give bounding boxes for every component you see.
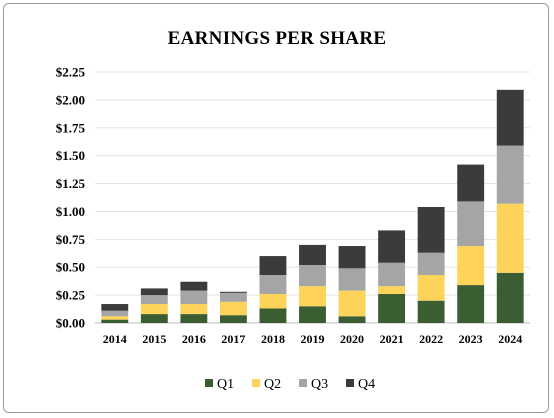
bar-q4-2018 bbox=[259, 256, 287, 276]
bar-q1-2016 bbox=[180, 314, 208, 323]
y-tick-label: $1.25 bbox=[56, 176, 86, 191]
bar-q4-2016 bbox=[180, 281, 208, 291]
bar-q4-2020 bbox=[338, 246, 366, 269]
y-tick-label: $1.50 bbox=[56, 148, 85, 163]
bar-q1-2018 bbox=[259, 308, 287, 323]
legend-swatch-q2 bbox=[252, 379, 260, 387]
bar-q3-2017 bbox=[219, 292, 247, 302]
bar-q2-2019 bbox=[299, 286, 326, 307]
x-tick-label: 2015 bbox=[142, 332, 166, 346]
bar-q1-2021 bbox=[378, 293, 406, 323]
bar-q2-2015 bbox=[140, 304, 168, 315]
legend-label-q2: Q2 bbox=[264, 377, 281, 392]
y-tick-label: $1.75 bbox=[56, 120, 86, 135]
y-tick-label: $0.00 bbox=[56, 316, 85, 331]
bar-q3-2019 bbox=[299, 264, 326, 287]
y-tick-label: $0.75 bbox=[56, 232, 86, 247]
bar-q3-2021 bbox=[378, 262, 406, 287]
x-tick-label: 2014 bbox=[103, 332, 127, 346]
x-tick-label: 2017 bbox=[221, 332, 245, 346]
bar-q3-2023 bbox=[457, 201, 485, 247]
bar-q3-2024 bbox=[496, 145, 524, 204]
bar-q3-2015 bbox=[140, 295, 168, 305]
bar-q2-2024 bbox=[496, 203, 524, 273]
y-tick-labels: $0.00 $0.25 $0.50 $0.75 $1.00 $1.25 $1.50 $1.75… bbox=[56, 65, 86, 331]
bar-q2-2020 bbox=[338, 290, 366, 317]
legend-swatch-q3 bbox=[299, 379, 307, 387]
bar-q1-2017 bbox=[219, 315, 247, 323]
bar-q4-2014 bbox=[101, 304, 129, 311]
x-tick-label: 2024 bbox=[498, 332, 522, 346]
bar-q2-2021 bbox=[378, 286, 406, 294]
bar-q3-2016 bbox=[180, 290, 208, 305]
legend-swatch-q1 bbox=[205, 379, 213, 387]
legend: Q1 Q2 Q3 Q4 bbox=[205, 377, 375, 392]
bar-q2-2022 bbox=[417, 275, 445, 301]
bar-q3-2018 bbox=[259, 275, 287, 294]
bar-q2-2023 bbox=[457, 246, 485, 286]
bar-q1-2015 bbox=[140, 314, 168, 323]
y-tick-label: $1.00 bbox=[56, 204, 85, 219]
y-tick-label: $0.50 bbox=[56, 260, 85, 275]
y-tick-label: $2.25 bbox=[56, 65, 86, 80]
bar-q4-2021 bbox=[378, 230, 406, 263]
legend-label-q4: Q4 bbox=[358, 377, 375, 392]
bar-q4-2022 bbox=[417, 206, 445, 253]
bar-q3-2020 bbox=[338, 268, 366, 291]
bar-q4-2024 bbox=[496, 89, 524, 146]
bar-q2-2016 bbox=[180, 304, 208, 315]
x-tick-label: 2023 bbox=[459, 332, 483, 346]
bar-q1-2022 bbox=[417, 300, 445, 323]
x-tick-label: 2022 bbox=[419, 332, 443, 346]
bar-q4-2017 bbox=[219, 291, 247, 293]
x-tick-labels: 2014 2015 2016 2017 2018 2019 2020 2021 2022 2023… bbox=[103, 332, 522, 346]
bar-q2-2017 bbox=[219, 301, 247, 316]
y-tick-label: $2.00 bbox=[56, 92, 85, 107]
bar-q4-2023 bbox=[457, 164, 485, 202]
x-tick-label: 2021 bbox=[380, 332, 404, 346]
x-tick-label: 2018 bbox=[261, 332, 285, 346]
x-tick-label: 2020 bbox=[340, 332, 364, 346]
bar-q1-2023 bbox=[457, 285, 485, 323]
bar-q1-2024 bbox=[496, 272, 524, 323]
y-tick-label: $0.25 bbox=[56, 288, 86, 303]
legend-label-q1: Q1 bbox=[217, 377, 234, 392]
chart-title: EARNINGS PER SHARE bbox=[167, 28, 387, 49]
bars-group bbox=[101, 89, 524, 323]
legend-swatch-q4 bbox=[346, 379, 354, 387]
bar-q4-2019 bbox=[299, 244, 326, 265]
bar-q2-2014 bbox=[101, 316, 129, 320]
x-tick-label: 2016 bbox=[182, 332, 206, 346]
bar-q4-2015 bbox=[140, 288, 168, 296]
bar-q3-2022 bbox=[417, 252, 445, 276]
bar-q1-2014 bbox=[101, 319, 129, 323]
bar-q1-2020 bbox=[338, 316, 366, 323]
x-tick-label: 2019 bbox=[301, 332, 325, 346]
bar-q3-2014 bbox=[101, 310, 129, 317]
bar-q2-2018 bbox=[259, 293, 287, 309]
legend-label-q3: Q3 bbox=[311, 377, 328, 392]
bar-q1-2019 bbox=[299, 306, 326, 323]
